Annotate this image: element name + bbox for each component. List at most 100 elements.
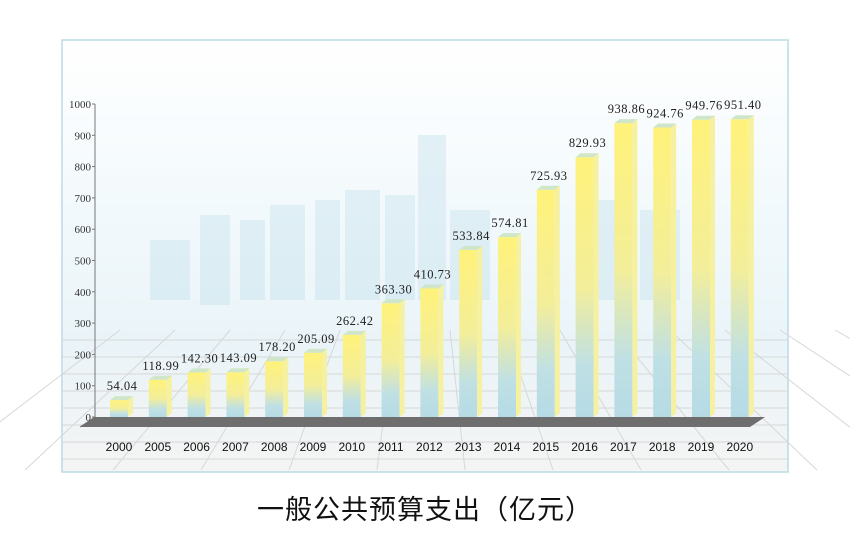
x-tick-label: 2014 bbox=[494, 440, 521, 454]
bar-2009: 205.09 2009 bbox=[297, 332, 334, 454]
bar-top bbox=[420, 284, 444, 289]
bar-front bbox=[459, 249, 478, 417]
x-tick-label: 2018 bbox=[649, 440, 676, 454]
bar-front bbox=[692, 119, 710, 417]
x-tick-label: 2007 bbox=[222, 440, 249, 454]
x-tick-label: 2008 bbox=[261, 440, 288, 454]
x-tick-label: 2017 bbox=[610, 440, 637, 454]
x-tick-label: 2011 bbox=[378, 440, 404, 454]
bar-2017: 938.86 2017 bbox=[608, 102, 645, 454]
data-label: 143.09 bbox=[220, 351, 257, 365]
x-tick-label: 2019 bbox=[688, 440, 715, 454]
y-tick-label: 200 bbox=[75, 349, 92, 361]
data-label: 725.93 bbox=[530, 169, 567, 183]
bar-side bbox=[322, 348, 327, 417]
bar-top bbox=[498, 233, 521, 238]
bar-side bbox=[360, 330, 366, 417]
bar-top bbox=[653, 123, 677, 128]
x-tick-label: 2012 bbox=[416, 440, 443, 454]
bar-side bbox=[399, 299, 405, 417]
bar-front bbox=[381, 303, 400, 417]
x-tick-label: 2006 bbox=[183, 440, 210, 454]
y-tick-label: 800 bbox=[75, 162, 92, 174]
bar-top bbox=[110, 396, 133, 401]
bar-top bbox=[459, 245, 483, 250]
bar-side bbox=[438, 284, 444, 417]
bar-front bbox=[614, 123, 633, 418]
bar-top bbox=[692, 115, 715, 120]
bar-front bbox=[730, 119, 749, 418]
bar-2012: 410.73 2012 bbox=[414, 267, 451, 454]
data-label: 262.42 bbox=[336, 314, 373, 328]
bar-front bbox=[226, 372, 245, 417]
bar-top bbox=[730, 115, 754, 120]
y-tick-label: 900 bbox=[75, 130, 92, 142]
bar-front bbox=[187, 372, 206, 417]
y-tick-label: 500 bbox=[75, 256, 92, 268]
x-tick-label: 2020 bbox=[726, 440, 753, 454]
bar-side bbox=[244, 368, 250, 417]
bar-side bbox=[516, 233, 521, 417]
data-label: 178.20 bbox=[259, 340, 296, 354]
chart-title: 一般公共预算支出（亿元） bbox=[257, 495, 593, 526]
bar-front bbox=[575, 157, 594, 417]
bar-2016: 829.93 2016 bbox=[569, 136, 606, 454]
y-tick-label: 0 bbox=[86, 412, 92, 424]
bar-2008: 178.20 2008 bbox=[259, 340, 296, 454]
bar-top bbox=[614, 119, 638, 124]
y-tick-label: 700 bbox=[75, 193, 92, 205]
data-label: 533.84 bbox=[453, 229, 491, 243]
bar-front bbox=[498, 237, 516, 417]
bar-2018: 924.76 2018 bbox=[647, 107, 684, 454]
bar-side bbox=[593, 153, 599, 417]
data-label: 54.04 bbox=[107, 379, 138, 393]
bar-2020: 951.40 2020 bbox=[724, 98, 761, 454]
y-tick-label: 100 bbox=[75, 381, 92, 393]
bar-side bbox=[477, 245, 483, 417]
bar-top bbox=[342, 330, 366, 335]
data-label: 363.30 bbox=[375, 282, 412, 296]
bar-front bbox=[536, 189, 555, 417]
x-tick-label: 2005 bbox=[144, 440, 171, 454]
bar-side bbox=[205, 368, 211, 417]
data-label: 118.99 bbox=[142, 359, 179, 373]
bar-side bbox=[283, 357, 289, 417]
bar-2013: 533.84 2013 bbox=[453, 229, 491, 454]
bar-top bbox=[187, 368, 211, 373]
bar-2000: 54.04 2000 bbox=[106, 379, 138, 454]
bar-2019: 949.76 2019 bbox=[685, 99, 722, 454]
y-tick-label: 400 bbox=[75, 287, 92, 299]
city-skyline-background bbox=[150, 135, 680, 305]
bar-top bbox=[226, 368, 250, 373]
bar-front bbox=[110, 400, 128, 417]
bar-side bbox=[166, 375, 172, 417]
data-label: 938.86 bbox=[608, 102, 645, 116]
bar-front bbox=[653, 127, 672, 418]
chart-floor bbox=[80, 417, 765, 427]
data-label: 142.30 bbox=[181, 351, 218, 365]
x-tick-label: 2013 bbox=[455, 440, 482, 454]
y-tick-label: 1000 bbox=[69, 99, 92, 111]
bar-2007: 143.09 2007 bbox=[220, 351, 257, 454]
bar-side bbox=[710, 115, 715, 417]
bar-top bbox=[304, 348, 327, 353]
data-label: 829.93 bbox=[569, 136, 606, 150]
y-axis: 0 100 200 300 400 500 600 700 800 900 1000 bbox=[69, 99, 96, 428]
y-tick-label: 300 bbox=[75, 318, 92, 330]
bar-2011: 363.30 2011 bbox=[375, 282, 412, 454]
bar-side bbox=[632, 119, 638, 418]
bar-top bbox=[265, 357, 289, 362]
bar-2005: 118.99 2005 bbox=[142, 359, 179, 454]
bar-top bbox=[575, 153, 599, 158]
data-label: 205.09 bbox=[297, 332, 334, 346]
data-label: 574.81 bbox=[491, 216, 528, 230]
bar-top bbox=[148, 375, 172, 380]
bar-side bbox=[748, 115, 754, 418]
bar-front bbox=[420, 288, 439, 417]
x-tick-label: 2016 bbox=[571, 440, 598, 454]
data-label: 949.76 bbox=[685, 99, 722, 113]
bar-top bbox=[536, 185, 560, 190]
bar-2010: 262.42 2010 bbox=[336, 314, 373, 454]
data-label: 410.73 bbox=[414, 267, 451, 281]
data-label: 924.76 bbox=[647, 107, 684, 121]
